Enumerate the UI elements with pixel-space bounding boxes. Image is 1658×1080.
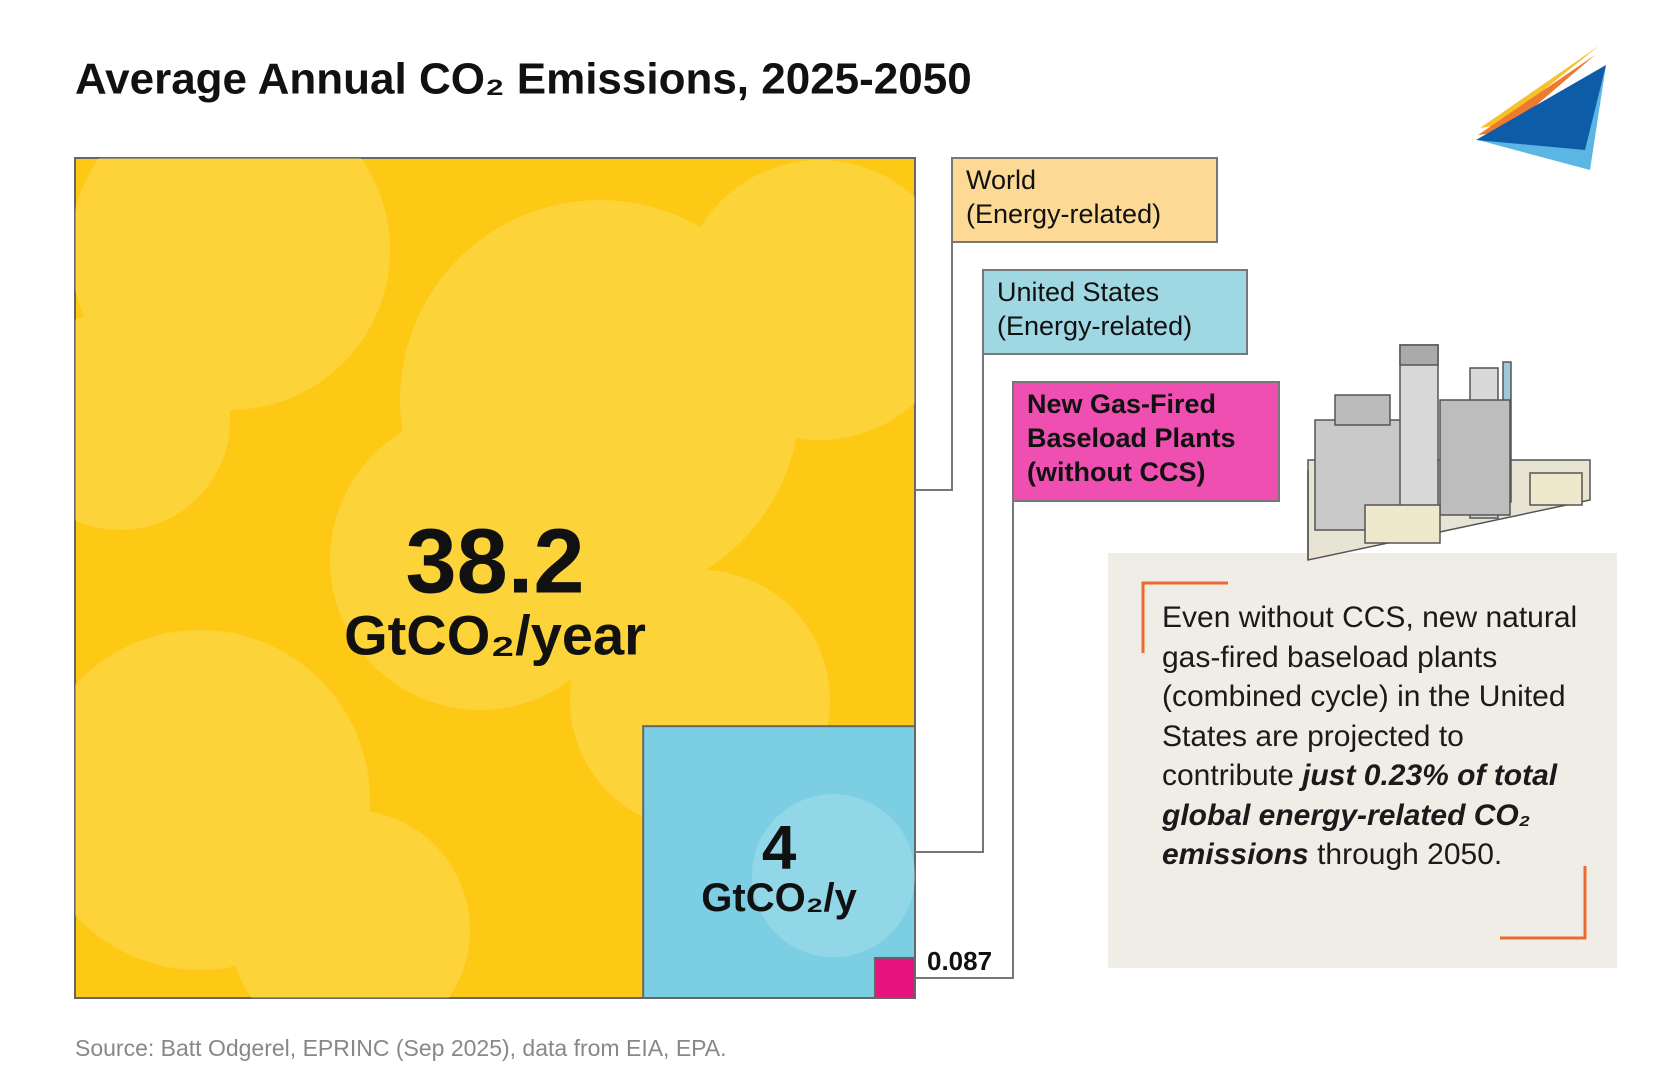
- texture-bubble: [680, 160, 915, 440]
- texture-bubble: [751, 794, 915, 958]
- texture-bubble: [400, 200, 800, 600]
- unit-label: GtCO₂/year: [344, 604, 646, 667]
- note-text: through 2050.: [1317, 838, 1503, 871]
- source: Source: Batt Odgerel, EPRINC (Sep 2025),…: [75, 1035, 727, 1061]
- texture-bubble: [75, 158, 390, 410]
- legend-box: [951, 157, 1218, 243]
- note-emphasis: just 0.23% of total global energy-relate…: [1162, 759, 1558, 871]
- value-label: 4: [762, 813, 797, 882]
- texture-bubble: [230, 810, 470, 998]
- value-label: 0.087: [927, 946, 992, 976]
- square: [873, 956, 916, 999]
- value-label: 38.2: [405, 510, 584, 612]
- legend-label: World: [966, 165, 1036, 195]
- legend-box: [1012, 381, 1280, 502]
- legend-label: United States: [997, 277, 1159, 307]
- note-text: Even without CCS, new natural gas-fired …: [1162, 598, 1592, 875]
- bracket: [1500, 866, 1587, 940]
- connector: [915, 354, 984, 853]
- texture-bubble: [75, 310, 230, 530]
- note-box: [1108, 553, 1617, 968]
- texture-bubble: [330, 410, 630, 710]
- bracket: [1141, 581, 1228, 653]
- unit-label: GtCO₂/y: [701, 876, 857, 920]
- power-plant-illustration: [1307, 344, 1591, 561]
- legend-box: [982, 269, 1248, 355]
- legend-label: Baseload Plants: [1027, 423, 1236, 453]
- texture: [75, 158, 915, 998]
- logo: [1476, 45, 1606, 170]
- chart-title: Average Annual CO₂ Emissions, 2025-2050: [75, 55, 972, 104]
- note-text: Even without CCS, new natural gas-fired …: [1162, 601, 1578, 792]
- legend-label: New Gas-Fired: [1027, 389, 1216, 419]
- legend-label: (without CCS): [1027, 457, 1205, 487]
- legend-label: (Energy-related): [966, 199, 1161, 229]
- legend-label: (Energy-related): [997, 311, 1192, 341]
- connector: [915, 242, 953, 491]
- connector: [915, 501, 1014, 979]
- texture-bubble: [75, 630, 370, 970]
